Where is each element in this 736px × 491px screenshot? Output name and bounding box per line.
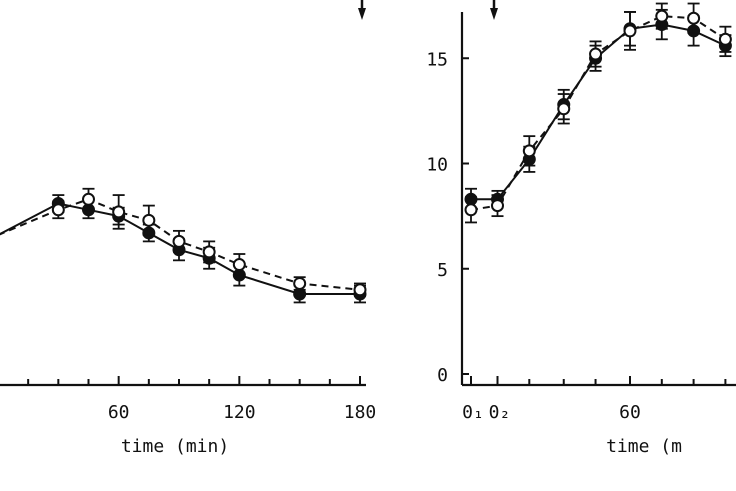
x-axis-label: time (min) xyxy=(121,436,229,457)
x-tick-label: 120 xyxy=(223,402,256,423)
data-point-open xyxy=(112,205,126,219)
y-tick-label: 15 xyxy=(426,49,448,70)
data-point-open xyxy=(589,47,603,61)
x-tick-label: 180 xyxy=(344,402,377,423)
data-point-open xyxy=(172,234,186,248)
arrow-head xyxy=(490,8,498,20)
series-line-filled xyxy=(0,202,360,296)
data-point-open xyxy=(51,203,65,217)
data-point-open xyxy=(655,9,669,23)
left-panel: 60 120 180 time (min) xyxy=(0,0,376,457)
data-point-open xyxy=(522,144,536,158)
right-panel: 0 5 10 15 0₁ 0₂ 60 time (m xyxy=(426,0,736,457)
arrow-head xyxy=(358,8,366,20)
data-point-open xyxy=(232,258,246,272)
y-tick-label: 10 xyxy=(426,155,448,176)
data-point-open xyxy=(491,199,504,213)
data-point-open xyxy=(202,245,216,259)
x-tick-label: 60 xyxy=(108,402,130,423)
data-point-open xyxy=(557,102,571,116)
x-tick-label: 60 xyxy=(619,402,641,423)
data-point-open xyxy=(82,192,95,206)
data-point-open xyxy=(142,213,156,227)
data-point-open xyxy=(293,276,307,290)
x-axis-label: time (m xyxy=(606,436,682,457)
data-point-open xyxy=(464,203,478,217)
y-tick-label: 5 xyxy=(437,260,448,281)
x-tick-label: 0₁ xyxy=(462,402,484,423)
series-line-open xyxy=(0,198,361,291)
data-point-open xyxy=(687,11,701,25)
data-point-open xyxy=(353,283,367,297)
data-point-open xyxy=(718,32,732,46)
data-point-open xyxy=(623,24,637,38)
y-tick-label: 0 xyxy=(437,365,448,386)
x-tick-label: 0₂ xyxy=(489,402,511,423)
